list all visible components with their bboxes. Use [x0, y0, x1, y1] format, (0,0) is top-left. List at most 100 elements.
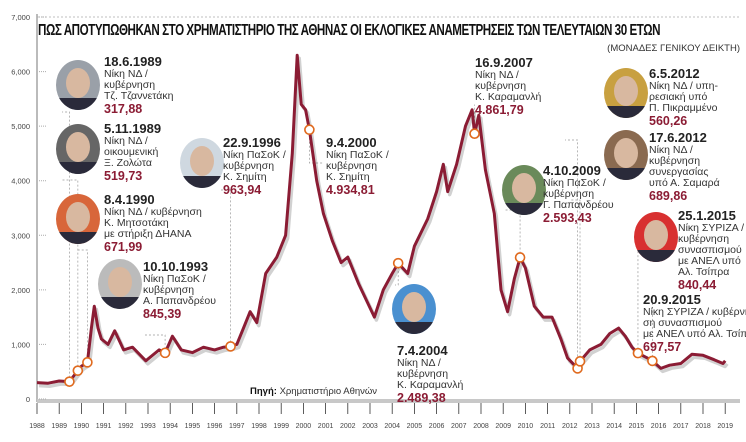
annotation-connector	[62, 179, 79, 371]
election-description: Κ. Μητσοτάκη	[104, 217, 169, 229]
politician-photo	[604, 68, 648, 118]
x-tick-label: 1994	[162, 423, 178, 430]
election-marker	[514, 252, 526, 263]
election-description: κυβέρνηση	[649, 155, 701, 167]
election-date: 7.4.2004	[397, 343, 448, 358]
election-description: Νίκη ΠαΣοΚ /	[143, 273, 206, 285]
election-description: Νίκη ΝΔ /	[475, 69, 519, 81]
election-description: Νίκη ΝΔ /	[104, 68, 148, 80]
election-description: Α. Παπανδρέου	[143, 295, 216, 307]
politician-photo	[392, 284, 436, 334]
election-description: κυβέρνηση	[475, 80, 527, 92]
election-description: Νίκη ΠαΣοΚ /	[223, 149, 286, 161]
election-date: 8.4.1990	[104, 192, 155, 207]
index-value: 2.489,38	[397, 391, 446, 405]
x-tick-label: 2014	[606, 423, 622, 430]
election-description: Νίκη ΠαΣοΚ /	[326, 149, 389, 161]
x-tick-label: 1995	[185, 423, 201, 430]
election-marker	[159, 347, 171, 359]
x-tick-label: 1996	[207, 423, 223, 430]
x-axis-band	[37, 399, 740, 403]
election-annotation: 16.9.2007 Νίκη ΝΔ / κυβέρνηση Κ. Καραμανλή 4…	[475, 55, 541, 118]
annotation-connector	[565, 139, 578, 369]
y-tick-label: 6,000	[11, 68, 30, 77]
source-text: Χρηματιστήριο Αθηνών	[279, 386, 378, 397]
x-tick-label: 1992	[118, 423, 134, 430]
election-annotation: 17.6.2012 Νίκη ΝΔ / κυβέρνηση συνεργασίας υπ…	[649, 130, 720, 204]
election-annotation: 18.6.1989 Νίκη ΝΔ / κυβέρνηση Τζ. Τζαννετάκ…	[104, 54, 174, 117]
election-description: Νίκη ΣΥΡΙΖΑ /	[678, 222, 745, 234]
y-tick-label: 3,000	[11, 231, 30, 240]
source-note: Πηγή: Χρηματιστήριο Αθηνών	[250, 386, 377, 397]
election-description: με ΑΝΕΛ υπό Αλ. Τσίπρα	[643, 328, 746, 340]
x-tick-label: 2019	[717, 423, 733, 430]
index-value: 840,44	[678, 278, 717, 292]
x-tick-label: 2009	[495, 423, 511, 430]
index-value: 845,39	[143, 307, 182, 321]
election-marker	[392, 257, 404, 269]
election-annotation: 8.4.1990 Νίκη ΝΔ / κυβέρνηση Κ. Μητσοτάκη μ…	[104, 192, 202, 255]
politician-photo	[634, 212, 678, 262]
election-description: κυβέρνηση	[223, 160, 275, 172]
election-annotation: 9.4.2000 Νίκη ΠαΣοΚ / κυβέρνηση Κ. Σημίτη 4.…	[326, 135, 389, 198]
election-annotation: 22.9.1996 Νίκη ΠαΣοΚ / κυβέρνηση Κ. Σημίτη 9…	[223, 135, 286, 198]
election-annotation: 25.1.2015 Νίκη ΣΥΡΙΖΑ / κυβέρνηση συνασπισμ…	[678, 208, 745, 293]
election-date: 17.6.2012	[649, 130, 707, 145]
election-date: 9.4.2000	[326, 135, 377, 150]
x-tick-label: 1999	[273, 423, 289, 430]
index-value: 317,88	[104, 102, 143, 116]
election-description: Κ. Καραμανλή	[397, 379, 464, 391]
election-description: κυβέρνηση	[543, 188, 595, 200]
election-marker	[647, 355, 658, 367]
election-description: κυβέρνηση	[326, 160, 378, 172]
annotation-connector	[309, 129, 324, 164]
x-tick-label: 2013	[584, 423, 600, 430]
election-marker	[82, 357, 93, 368]
y-tick-label: 7,000	[11, 13, 30, 22]
politician-photo	[604, 130, 648, 180]
y-tick-label: 2,000	[11, 286, 30, 295]
annotation-connector	[78, 249, 88, 363]
annotation-connector	[62, 111, 70, 382]
election-description: Τζ. Τζαννετάκη	[104, 90, 174, 102]
x-tick-label: 2006	[429, 423, 445, 430]
election-description: Νίκη ΠαΣοΚ /	[543, 177, 606, 189]
x-tick-label: 1998	[251, 423, 267, 430]
election-annotation: 10.10.1993 Νίκη ΠαΣοΚ / κυβέρνηση Α. Παπανδ…	[143, 259, 216, 322]
election-description: συνεργασίας	[649, 166, 709, 178]
election-description: Νίκη ΝΔ / υπη-	[649, 80, 719, 92]
annotation-connector	[395, 263, 399, 286]
election-marker	[64, 376, 75, 387]
election-date: 10.10.1993	[143, 259, 209, 274]
election-description: ρεσιακή υπό	[649, 91, 708, 103]
index-value: 671,99	[104, 240, 143, 254]
election-date: 16.9.2007	[475, 55, 533, 70]
index-series-line	[36, 53, 727, 385]
election-description: με στήριξη ΔΗΑΝΑ	[104, 228, 192, 240]
election-date: 22.9.1996	[223, 135, 281, 150]
x-tick-label: 2005	[407, 423, 423, 430]
election-description: Νίκη ΝΔ /	[397, 357, 441, 369]
index-value: 560,26	[649, 114, 688, 128]
x-tick-label: 1989	[51, 423, 67, 430]
index-value: 963,94	[223, 183, 262, 197]
annotation-connector	[645, 299, 653, 361]
x-tick-label: 2010	[518, 423, 534, 430]
election-description: Νίκη ΝΔ /	[104, 135, 148, 147]
politician-photo	[180, 138, 224, 188]
election-date: 18.6.1989	[104, 54, 162, 69]
election-annotation: 5.11.1989 Νίκη ΝΔ / οικουμενική Ξ. Ζολώτα 51…	[104, 122, 161, 184]
election-annotation: 4.10.2009 Νίκη ΠαΣοΚ / κυβέρνηση Γ. Παπανδρ…	[543, 163, 614, 226]
x-tick-label: 1997	[229, 423, 245, 430]
election-date: 25.1.2015	[678, 208, 736, 223]
annotation-connector	[220, 189, 231, 347]
election-marker	[574, 356, 586, 367]
election-description: Νίκη ΣΥΡΙΖΑ / κυβέρνη-	[643, 306, 746, 318]
y-tick-label: 4,000	[11, 177, 30, 186]
election-description: Κ. Σημίτη	[223, 171, 267, 183]
x-tick-label: 2001	[318, 423, 334, 430]
election-date: 4.10.2009	[543, 163, 601, 178]
election-description: συνασπισμού	[678, 244, 742, 256]
election-description: Νίκη ΝΔ /	[649, 144, 693, 156]
